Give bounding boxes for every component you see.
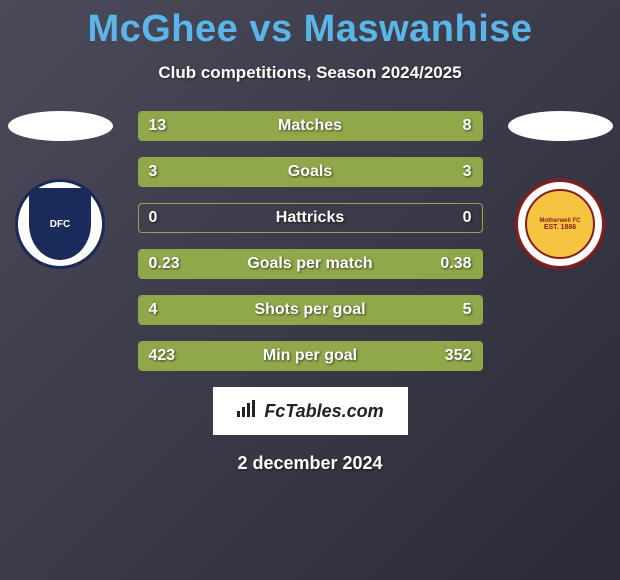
stat-value-left: 0 bbox=[149, 209, 158, 227]
stat-row: 423 352 Min per goal bbox=[138, 341, 483, 371]
stat-value-left: 3 bbox=[149, 163, 158, 181]
stat-value-right: 5 bbox=[463, 301, 472, 319]
stat-row: 0.23 0.38 Goals per match bbox=[138, 249, 483, 279]
left-club-badge-inner: DFC bbox=[29, 188, 91, 260]
snapshot-date: 2 december 2024 bbox=[0, 453, 620, 474]
stat-label: Min per goal bbox=[263, 347, 357, 365]
stat-label: Matches bbox=[278, 117, 342, 135]
stat-value-left: 423 bbox=[149, 347, 176, 365]
stat-value-right: 352 bbox=[445, 347, 472, 365]
left-club-short: DFC bbox=[50, 219, 71, 230]
stat-value-right: 0 bbox=[463, 209, 472, 227]
left-player-column: DFC bbox=[5, 111, 115, 269]
chart-icon bbox=[236, 400, 258, 423]
stat-label: Shots per goal bbox=[254, 301, 365, 319]
right-club-short: EST. 1886 bbox=[544, 224, 576, 231]
stat-row: 0 0 Hattricks bbox=[138, 203, 483, 233]
right-player-column: Motherwell FC EST. 1886 bbox=[505, 111, 615, 269]
stat-value-right: 0.38 bbox=[440, 255, 471, 273]
comparison-title: McGhee vs Maswanhise bbox=[0, 0, 620, 51]
stat-label: Hattricks bbox=[276, 209, 344, 227]
stat-bar-right bbox=[310, 158, 482, 186]
stat-value-right: 3 bbox=[463, 163, 472, 181]
stats-table: 13 8 Matches 3 3 Goals 0 0 Hattricks 0.23 0.38 Goal… bbox=[138, 111, 483, 371]
content-area: DFC Motherwell FC EST. 1886 138Matches33… bbox=[0, 111, 620, 371]
right-club-badge-inner: Motherwell FC EST. 1886 bbox=[525, 189, 595, 259]
season-subtitle: Club competitions, Season 2024/2025 bbox=[0, 63, 620, 83]
logo-text: FcTables.com bbox=[264, 401, 383, 422]
fctables-logo[interactable]: FcTables.com bbox=[213, 387, 408, 435]
right-club-badge: Motherwell FC EST. 1886 bbox=[515, 179, 605, 269]
stat-label: Goals bbox=[288, 163, 332, 181]
stat-value-left: 0.23 bbox=[149, 255, 180, 273]
stat-row: 13 8 Matches bbox=[138, 111, 483, 141]
left-country-flag bbox=[8, 111, 113, 141]
stat-bar-left bbox=[139, 158, 311, 186]
right-country-flag bbox=[508, 111, 613, 141]
stat-value-left: 4 bbox=[149, 301, 158, 319]
left-club-badge: DFC bbox=[15, 179, 105, 269]
stat-label: Goals per match bbox=[247, 255, 372, 273]
stat-row: 3 3 Goals bbox=[138, 157, 483, 187]
stat-value-left: 13 bbox=[149, 117, 167, 135]
stat-value-right: 8 bbox=[463, 117, 472, 135]
stat-row: 4 5 Shots per goal bbox=[138, 295, 483, 325]
